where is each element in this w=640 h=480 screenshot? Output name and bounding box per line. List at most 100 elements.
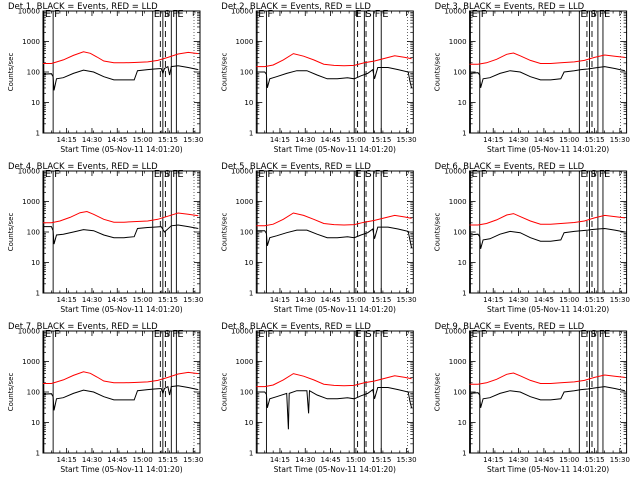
lld-series-line	[469, 372, 625, 385]
y-tick-label: 100	[240, 229, 253, 237]
lld-series-line	[43, 210, 199, 224]
lld-series-line	[256, 373, 412, 388]
flag-label: E	[471, 169, 477, 180]
flag-label: E	[604, 169, 610, 180]
y-tick-label: 1000	[22, 38, 40, 46]
x-tick-label: 15:15	[371, 456, 391, 464]
flag-label: E	[177, 169, 183, 180]
x-tick-label: 15:30	[183, 456, 203, 464]
x-tick-label: 14:30	[82, 296, 102, 304]
y-axis-label: Counts/sec	[220, 213, 228, 252]
flag-label: E	[177, 9, 183, 20]
x-tick-label: 15:30	[610, 456, 630, 464]
lld-series-line	[469, 213, 625, 226]
flag-label: E	[382, 169, 388, 180]
x-tick-label: 14:30	[295, 296, 315, 304]
x-tick-label: 14:15	[57, 296, 77, 304]
flag-label: S	[164, 169, 170, 180]
x-tick-label: 14:45	[107, 296, 127, 304]
y-tick-label: 1	[249, 290, 253, 298]
flag-label: E	[580, 329, 586, 340]
x-tick-label: 14:45	[534, 456, 554, 464]
panel-title: Det 1, BLACK = Events, RED = LLD	[8, 2, 158, 12]
x-tick-label: 15:30	[610, 136, 630, 144]
x-tick-label: 15:30	[183, 136, 203, 144]
y-tick-label: 100	[453, 229, 466, 237]
flag-label: E	[471, 329, 477, 340]
y-tick-label: 10000	[18, 168, 40, 176]
x-axis-label: Start Time (05-Nov-11 14:01:20)	[60, 145, 182, 154]
x-tick-label: 14:30	[295, 456, 315, 464]
lld-series-line	[43, 371, 199, 384]
y-tick-label: 10	[458, 259, 467, 267]
x-axis-label: Start Time (05-Nov-11 14:01:20)	[274, 465, 396, 474]
y-tick-label: 10000	[231, 8, 253, 16]
flag-label: E	[154, 329, 160, 340]
lld-series-line	[256, 53, 412, 68]
lld-series-line	[43, 51, 199, 64]
x-tick-label: 14:45	[107, 456, 127, 464]
flag-label: S	[164, 329, 170, 340]
y-tick-label: 1	[249, 130, 253, 138]
flag-label: F	[54, 329, 60, 340]
x-tick-label: 14:30	[508, 296, 528, 304]
y-tick-label: 1	[462, 290, 466, 298]
panel-det-9: Det 9, BLACK = Events, RED = LLD 1 10 100 10…	[434, 322, 630, 474]
y-tick-label: 1000	[235, 198, 253, 206]
x-tick-label: 14:30	[508, 136, 528, 144]
events-series-line	[256, 387, 413, 430]
y-tick-label: 100	[27, 389, 40, 397]
lld-series-line	[256, 212, 412, 227]
events-series-line	[42, 385, 199, 411]
y-tick-label: 10	[31, 99, 40, 107]
panel-det-2: Det 2, BLACK = Events, RED = LLD 1 10 100 10…	[220, 2, 416, 154]
y-tick-label: 1000	[22, 358, 40, 366]
y-tick-label: 10000	[444, 328, 466, 336]
flag-label: E	[604, 329, 610, 340]
flag-label: E	[258, 169, 264, 180]
x-tick-label: 14:15	[57, 456, 77, 464]
y-tick-label: 100	[453, 69, 466, 77]
flag-label: F	[267, 329, 273, 340]
flag-label: S	[164, 9, 170, 20]
x-tick-label: 15:00	[559, 136, 579, 144]
y-tick-label: 10000	[18, 328, 40, 336]
flag-label: S	[590, 169, 596, 180]
x-tick-label: 15:15	[371, 296, 391, 304]
flag-label: E	[258, 329, 264, 340]
x-tick-label: 15:15	[158, 136, 178, 144]
y-tick-label: 100	[453, 389, 466, 397]
y-tick-label: 1000	[235, 358, 253, 366]
panel-det-5: Det 5, BLACK = Events, RED = LLD 1 10 100 10…	[220, 162, 416, 314]
x-tick-label: 15:15	[584, 296, 604, 304]
flag-label: F	[375, 329, 381, 340]
x-tick-label: 15:00	[133, 456, 153, 464]
x-tick-label: 14:45	[534, 296, 554, 304]
x-axis-label: Start Time (05-Nov-11 14:01:20)	[60, 305, 182, 314]
flag-label: F	[267, 9, 273, 20]
x-tick-label: 14:45	[534, 136, 554, 144]
x-tick-label: 14:15	[483, 136, 503, 144]
y-tick-label: 100	[240, 69, 253, 77]
x-tick-label: 15:00	[346, 296, 366, 304]
flag-label: E	[45, 169, 51, 180]
panel-title: Det 3, BLACK = Events, RED = LLD	[435, 2, 585, 12]
flag-label: S	[365, 329, 371, 340]
flag-label: E	[177, 329, 183, 340]
panel-title: Det 7, BLACK = Events, RED = LLD	[8, 322, 158, 332]
flag-label: E	[604, 9, 610, 20]
x-tick-label: 14:15	[270, 296, 290, 304]
x-tick-label: 14:15	[483, 456, 503, 464]
y-axis-label: Counts/sec	[434, 213, 442, 252]
flag-label: S	[590, 9, 596, 20]
y-tick-label: 1	[36, 450, 40, 458]
flag-label: E	[154, 169, 160, 180]
x-axis-label: Start Time (05-Nov-11 14:01:20)	[60, 465, 182, 474]
y-axis-label: Counts/sec	[220, 373, 228, 412]
y-tick-label: 1	[249, 450, 253, 458]
y-tick-label: 10	[31, 419, 40, 427]
y-axis-label: Counts/sec	[7, 213, 15, 252]
y-axis-label: Counts/sec	[434, 53, 442, 92]
flag-label: E	[382, 9, 388, 20]
y-tick-label: 10	[244, 99, 253, 107]
